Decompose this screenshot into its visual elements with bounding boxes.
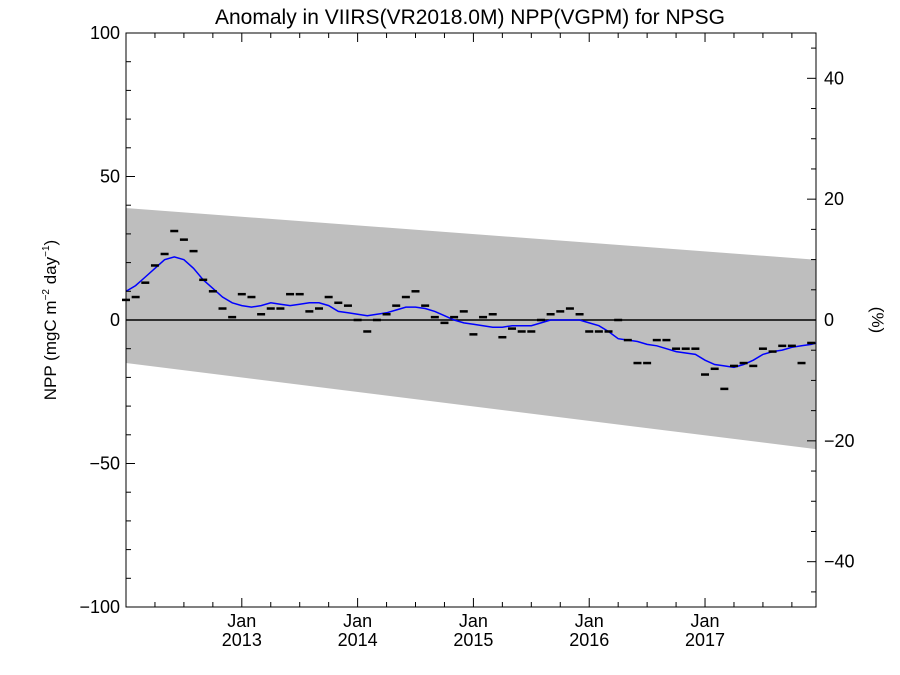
y-tick-label: 0 <box>110 310 120 330</box>
smoothed-anomaly-line <box>125 256 817 369</box>
x-tick-month-label: Jan <box>227 611 256 631</box>
x-tick-year-label: 2016 <box>569 630 609 650</box>
y-tick-label: −100 <box>79 597 120 617</box>
x-tick-month-label: Jan <box>343 611 372 631</box>
uncertainty-band <box>126 208 816 450</box>
y2-tick-label: 40 <box>824 68 844 88</box>
y2-tick-label: 20 <box>824 189 844 209</box>
y2-tick-label: 0 <box>824 310 834 330</box>
chart-title: Anomaly in VIIRS(VR2018.0M) NPP(VGPM) fo… <box>215 6 725 29</box>
y-tick-label: 100 <box>90 23 120 43</box>
y2-tick-label: −20 <box>824 431 855 451</box>
x-tick-year-label: 2017 <box>685 630 725 650</box>
y2-tick-label: −40 <box>824 552 855 572</box>
x-tick-month-label: Jan <box>691 611 720 631</box>
y-tick-label: −50 <box>89 454 120 474</box>
x-tick-month-label: Jan <box>459 611 488 631</box>
y-tick-label: 50 <box>100 167 120 187</box>
x-tick-year-label: 2015 <box>453 630 493 650</box>
x-tick-year-label: 2013 <box>222 630 262 650</box>
x-tick-year-label: 2014 <box>338 630 378 650</box>
y-axis-label: NPP (mgC m−2 day−1) <box>41 240 60 400</box>
y2-axis-label: (%) <box>868 307 887 333</box>
x-tick-month-label: Jan <box>575 611 604 631</box>
